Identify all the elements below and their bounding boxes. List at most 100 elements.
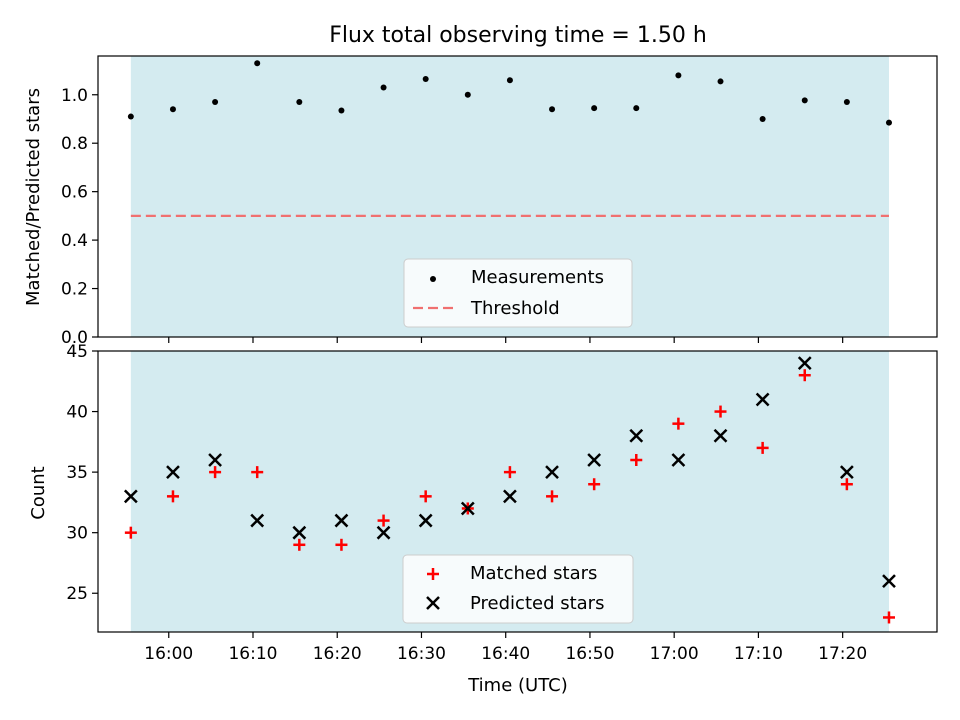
- legend-measurements-label: Measurements: [471, 267, 604, 288]
- predicted-star-point: [418, 513, 433, 528]
- bottom-x-tick-label: 16:30: [397, 644, 446, 664]
- top-y-tick-label: 0.8: [61, 134, 88, 154]
- predicted-star-point: [292, 525, 307, 540]
- matched-star-point: [588, 478, 601, 491]
- matched-star-point: [882, 611, 895, 624]
- predicted-star-point: [545, 465, 559, 480]
- top-y-tick-label: 0.4: [61, 231, 88, 251]
- legend-matched-label: Matched stars: [470, 563, 597, 584]
- top-legend: Measurements Threshold: [403, 258, 633, 328]
- measurement-point: [591, 105, 598, 112]
- predicted-star-point: [755, 392, 770, 407]
- top-panel: 0.0 0.2 0.4 0.6 0.8 1.0 Matched/Predicted sta…: [23, 55, 938, 348]
- predicted-star-point: [123, 489, 138, 504]
- matched-star-point: [798, 369, 811, 382]
- measurement-point: [885, 119, 892, 126]
- measurement-point: [212, 99, 219, 106]
- matched-star-point: [166, 490, 179, 503]
- top-y-ticks: 0.0 0.2 0.4 0.6 0.8 1.0: [61, 86, 98, 348]
- top-y-axis-label: Matched/Predicted stars: [23, 88, 44, 306]
- measurement-point: [338, 107, 345, 114]
- matched-star-point: [209, 466, 222, 479]
- measurement-point: [422, 76, 429, 83]
- bottom-x-tick-label: 17:10: [734, 644, 783, 664]
- x-axis-label: Time (UTC): [467, 675, 568, 696]
- top-y-tick-label: 0.0: [61, 328, 88, 348]
- bottom-x-tick-label: 16:20: [313, 644, 362, 664]
- predicted-star-point: [797, 356, 812, 370]
- bottom-y-axis-label: Count: [28, 466, 49, 519]
- measurement-point: [801, 97, 808, 104]
- measurement-point: [675, 72, 682, 79]
- measurement-point: [633, 105, 640, 112]
- bottom-x-tick-label: 16:10: [228, 644, 277, 664]
- measurement-point: [464, 91, 471, 98]
- predicted-stars-points: [123, 356, 896, 589]
- top-y-tick-label: 1.0: [61, 86, 88, 106]
- legend-measurements-marker: [430, 276, 436, 282]
- bottom-x-tick-label: 17:20: [818, 644, 867, 664]
- legend-matched-marker: [427, 568, 439, 580]
- matched-star-point: [714, 405, 727, 418]
- measurement-point: [380, 84, 387, 91]
- predicted-star-point: [166, 465, 180, 480]
- legend-threshold-label: Threshold: [470, 298, 560, 319]
- matched-star-point: [630, 454, 643, 467]
- predicted-star-point: [460, 501, 475, 516]
- matched-star-point: [672, 417, 685, 430]
- bottom-x-ticks: 16:00 16:10 16:20 16:30 16:40 16:50 17:00 17:10…: [144, 632, 867, 664]
- predicted-star-point: [629, 428, 644, 443]
- bottom-x-tick-label: 16:50: [565, 644, 614, 664]
- predicted-star-point: [376, 525, 391, 540]
- chart-title: Flux total observing time = 1.50 h: [329, 23, 707, 48]
- legend-predicted-label: Predicted stars: [470, 593, 604, 614]
- bottom-y-tick-label: 25: [66, 584, 88, 604]
- top-x-ticks: [168, 337, 844, 343]
- bottom-y-tick-label: 40: [66, 403, 88, 423]
- top-axes-frame: [97, 55, 938, 338]
- matched-star-point: [335, 538, 348, 551]
- predicted-star-point: [839, 465, 854, 480]
- bottom-y-tick-label: 35: [66, 463, 88, 483]
- measurement-point: [717, 78, 724, 85]
- matched-star-point: [840, 478, 853, 491]
- predicted-star-point: [334, 513, 349, 528]
- predicted-star-point: [503, 489, 517, 504]
- bottom-legend-box: [402, 554, 634, 624]
- bottom-x-tick-label: 17:00: [650, 644, 699, 664]
- bottom-y-tick-label: 30: [66, 524, 88, 544]
- top-y-tick-label: 0.2: [61, 280, 88, 300]
- measurement-point: [254, 60, 261, 67]
- legend-predicted-marker: [426, 596, 440, 610]
- predicted-star-point: [250, 513, 265, 528]
- matched-star-point: [377, 514, 390, 527]
- measurement-point: [549, 106, 556, 113]
- bottom-y-tick-label: 45: [66, 342, 88, 362]
- predicted-star-point: [713, 428, 728, 443]
- measurement-point: [759, 115, 766, 122]
- predicted-star-point: [208, 453, 222, 467]
- predicted-star-point: [587, 453, 602, 467]
- measurement-point: [296, 99, 303, 106]
- matched-star-point: [293, 538, 306, 551]
- bottom-x-tick-label: 16:40: [481, 644, 530, 664]
- matched-star-point: [124, 526, 137, 539]
- bottom-y-ticks: 25 30 35 40 45: [66, 342, 98, 604]
- measurement-point: [169, 106, 176, 113]
- matched-star-point: [546, 490, 559, 503]
- predicted-star-point: [882, 574, 896, 589]
- matched-star-point: [503, 466, 516, 479]
- bottom-axes-frame: [97, 350, 938, 633]
- matched-star-point: [251, 466, 264, 479]
- bottom-x-tick-label: 16:00: [144, 644, 193, 664]
- matched-stars-points: [124, 369, 895, 624]
- predicted-star-point: [671, 453, 686, 467]
- matched-star-point: [419, 490, 432, 503]
- measurements-points: [127, 60, 892, 126]
- measurement-point: [506, 77, 513, 84]
- measurement-point: [843, 99, 850, 106]
- bottom-panel: 25 30 35 40 45 16:00 16:10 16:20 16:30 16:40 16:5…: [28, 342, 938, 696]
- measurement-point: [127, 113, 134, 120]
- top-y-tick-label: 0.6: [61, 183, 88, 203]
